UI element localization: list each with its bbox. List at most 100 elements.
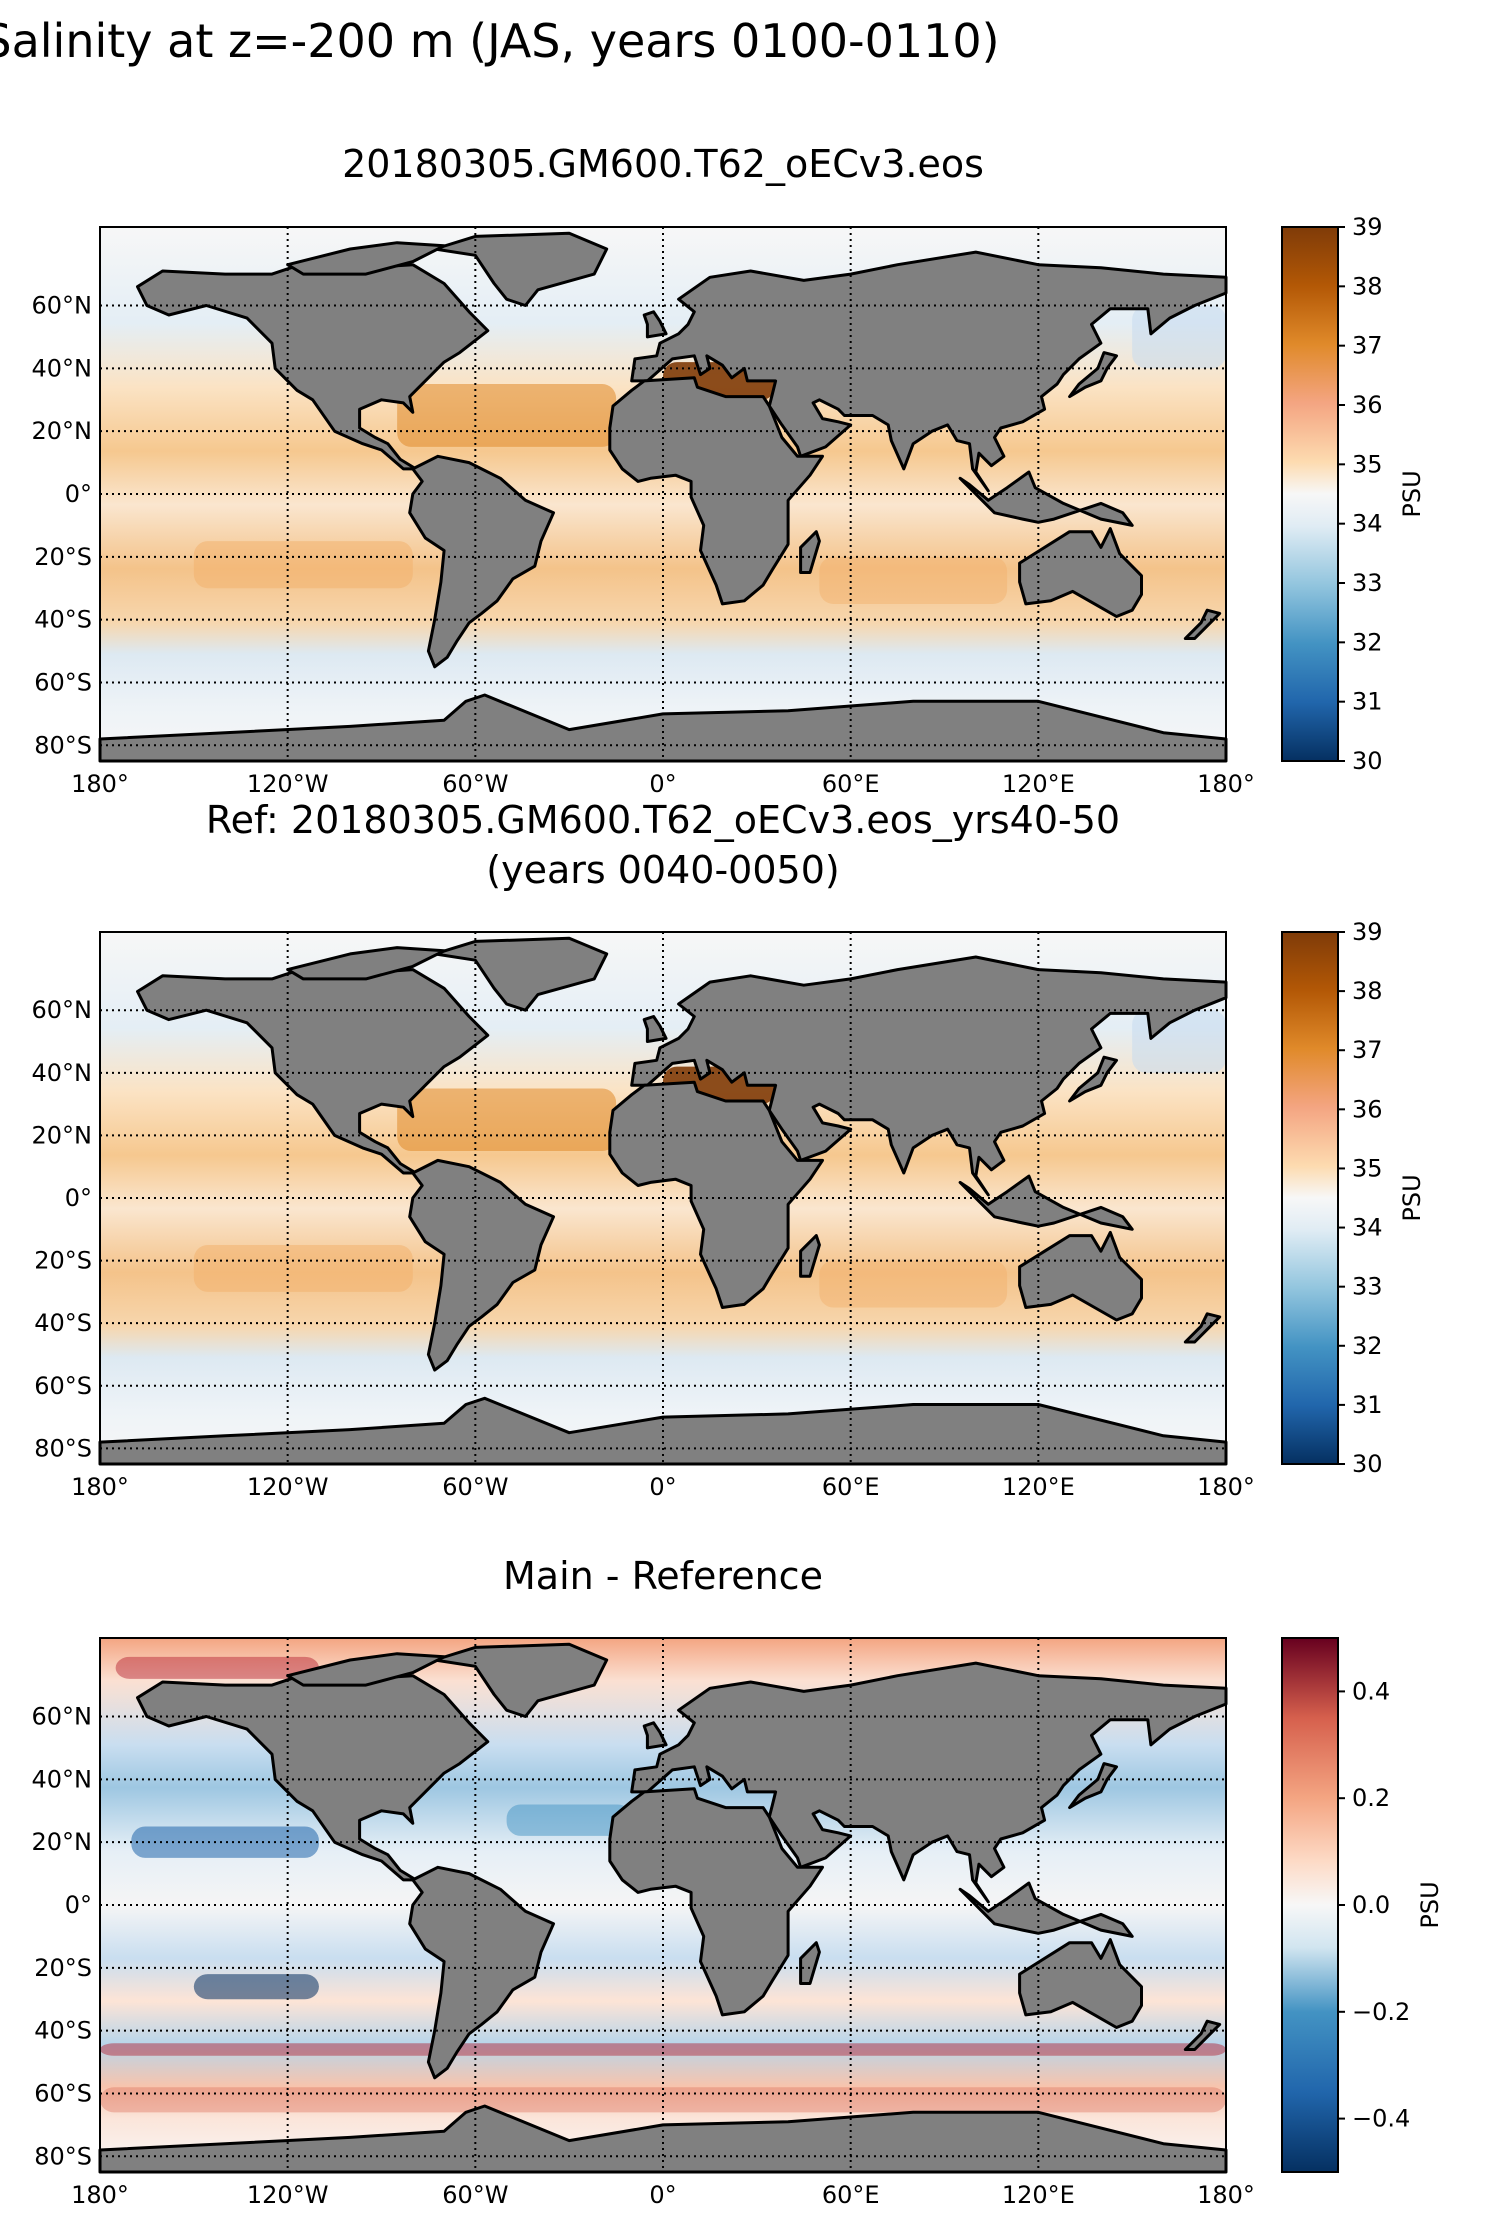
colorbar-tick-label: −0.4	[1352, 2105, 1410, 2133]
x-tick-label: 120°W	[247, 2181, 329, 2209]
x-tick-label: 120°E	[1002, 2181, 1075, 2209]
sal-band-atlantic-high	[397, 1088, 617, 1152]
colorbar-tick-label: 34	[1352, 1214, 1383, 1242]
x-tick-label: 60°E	[822, 770, 880, 798]
panel-title: 20180305.GM600.T62_oECv3.eos	[342, 142, 984, 186]
colorbar-tick-label: 0.2	[1352, 1784, 1390, 1812]
x-tick-label: 0°	[649, 770, 676, 798]
colorbar-label: PSU	[1398, 1174, 1426, 1221]
y-tick-label: 60°S	[34, 2079, 92, 2107]
land-africa	[608, 376, 824, 606]
panel-title: Main - Reference	[503, 1554, 823, 1598]
land-south-america	[408, 1158, 555, 1372]
map-frame	[99, 931, 1227, 1465]
land-new-zealand	[1183, 2019, 1222, 2051]
colorbar-tick-label: 39	[1352, 918, 1383, 946]
land-africa	[608, 1787, 824, 2017]
map-frame	[99, 1637, 1227, 2173]
colorbar	[1281, 226, 1339, 762]
colorbar-tick-label: 0.4	[1352, 1677, 1390, 1705]
colorbar-tick-label: 32	[1352, 1332, 1383, 1360]
panel-subtitle: (years 0040-0050)	[486, 848, 839, 892]
colorbar-tick-label: 35	[1352, 450, 1383, 478]
land-uk	[642, 1015, 668, 1043]
land-greenland	[433, 936, 609, 1012]
land-eurasia	[630, 1661, 1228, 1904]
y-tick-label: 20°S	[34, 1954, 92, 1982]
sal-band-indian	[819, 556, 1008, 604]
y-tick-label: 40°S	[34, 2017, 92, 2045]
land-africa	[608, 1080, 824, 1309]
land-madagascar	[799, 1234, 821, 1278]
colorbar	[1281, 1637, 1339, 2173]
land-greenland	[433, 1642, 609, 1718]
land-south-america	[408, 1865, 555, 2080]
land-indonesia	[958, 1174, 1134, 1231]
sal-band-atlantic-high	[397, 384, 617, 447]
colorbar-tick-label: 33	[1352, 1273, 1383, 1301]
land-arctic-islands	[286, 1652, 446, 1687]
land-new-zealand	[1183, 1312, 1222, 1344]
x-tick-label: 120°E	[1002, 1473, 1075, 1501]
land-north-america	[136, 961, 490, 1175]
y-tick-label: 60°S	[34, 1372, 92, 1400]
y-tick-label: 60°N	[32, 996, 93, 1024]
x-tick-label: 60°W	[442, 1473, 508, 1501]
x-tick-label: 180°	[1197, 1473, 1255, 1501]
x-tick-label: 60°W	[442, 2181, 508, 2209]
land-australia	[1018, 1230, 1143, 1322]
sal-band-south-pacific	[193, 1244, 413, 1292]
y-tick-label: 40°N	[32, 1765, 93, 1793]
map-panel-3: Main - Reference 180° 120°W 60°W 0° 60°E 120°E…	[32, 1554, 1445, 2209]
land-antarctica	[98, 693, 1228, 763]
y-tick-label: 60°N	[32, 292, 93, 320]
colorbar-tick-label: 0.0	[1352, 1891, 1390, 1919]
diff-band-north-atlantic	[506, 1804, 632, 1836]
colorbar-label: PSU	[1416, 1881, 1444, 1928]
x-tick-label: 60°E	[822, 1473, 880, 1501]
y-tick-label: 0°	[65, 480, 92, 508]
x-tick-label: 120°E	[1002, 770, 1075, 798]
colorbar-tick-label: 35	[1352, 1154, 1383, 1182]
land-australia	[1018, 527, 1143, 618]
colorbar-tick-label: 37	[1352, 1036, 1383, 1064]
x-tick-label: 120°W	[247, 1473, 329, 1501]
sal-band-south-pacific	[193, 541, 413, 589]
colorbar-tick-label: 31	[1352, 688, 1383, 716]
colorbar-tick-label: 38	[1352, 977, 1383, 1005]
x-tick-label: 180°	[71, 2181, 129, 2209]
colorbar-tick-label: 32	[1352, 628, 1383, 656]
y-tick-label: 0°	[65, 1184, 92, 1212]
panel-title: Ref: 20180305.GM600.T62_oECv3.eos_yrs40-…	[206, 798, 1120, 842]
land-arctic-islands	[286, 946, 446, 981]
figure-suptitle: Salinity at z=-200 m (JAS, years 0100-01…	[0, 14, 1000, 68]
land-australia	[1018, 1938, 1143, 2029]
diff-band-north-pacific	[131, 1826, 319, 1858]
diff-band-south-ocean-warm	[100, 2087, 1226, 2113]
x-tick-label: 180°	[1197, 770, 1255, 798]
y-tick-label: 40°S	[34, 606, 92, 634]
land-eurasia	[630, 955, 1228, 1197]
colorbar-label: PSU	[1398, 470, 1426, 517]
land-eurasia	[630, 250, 1228, 493]
diff-band-southern-ocean	[100, 2043, 1226, 2056]
colorbar	[1281, 931, 1339, 1465]
y-tick-label: 80°S	[34, 1434, 92, 1462]
y-tick-label: 80°S	[34, 2142, 92, 2170]
diff-band-south-pacific	[193, 1974, 319, 2000]
land-japan	[1068, 1055, 1118, 1103]
colorbar-tick-label: 30	[1352, 1450, 1383, 1478]
map-panel-1: 20180305.GM600.T62_oECv3.eos 180° 120°W 60°…	[32, 142, 1427, 798]
land-greenland	[433, 231, 609, 307]
x-tick-label: 180°	[71, 770, 129, 798]
colorbar-tick-label: 36	[1352, 391, 1383, 419]
land-antarctica	[98, 2104, 1228, 2174]
map-frame	[99, 226, 1227, 762]
land-south-america	[408, 454, 555, 669]
y-tick-label: 40°S	[34, 1309, 92, 1337]
colorbar-tick-label: −0.2	[1352, 1998, 1410, 2026]
colorbar-tick-label: 37	[1352, 332, 1383, 360]
y-tick-label: 20°N	[32, 1828, 93, 1856]
x-tick-label: 0°	[649, 1473, 676, 1501]
